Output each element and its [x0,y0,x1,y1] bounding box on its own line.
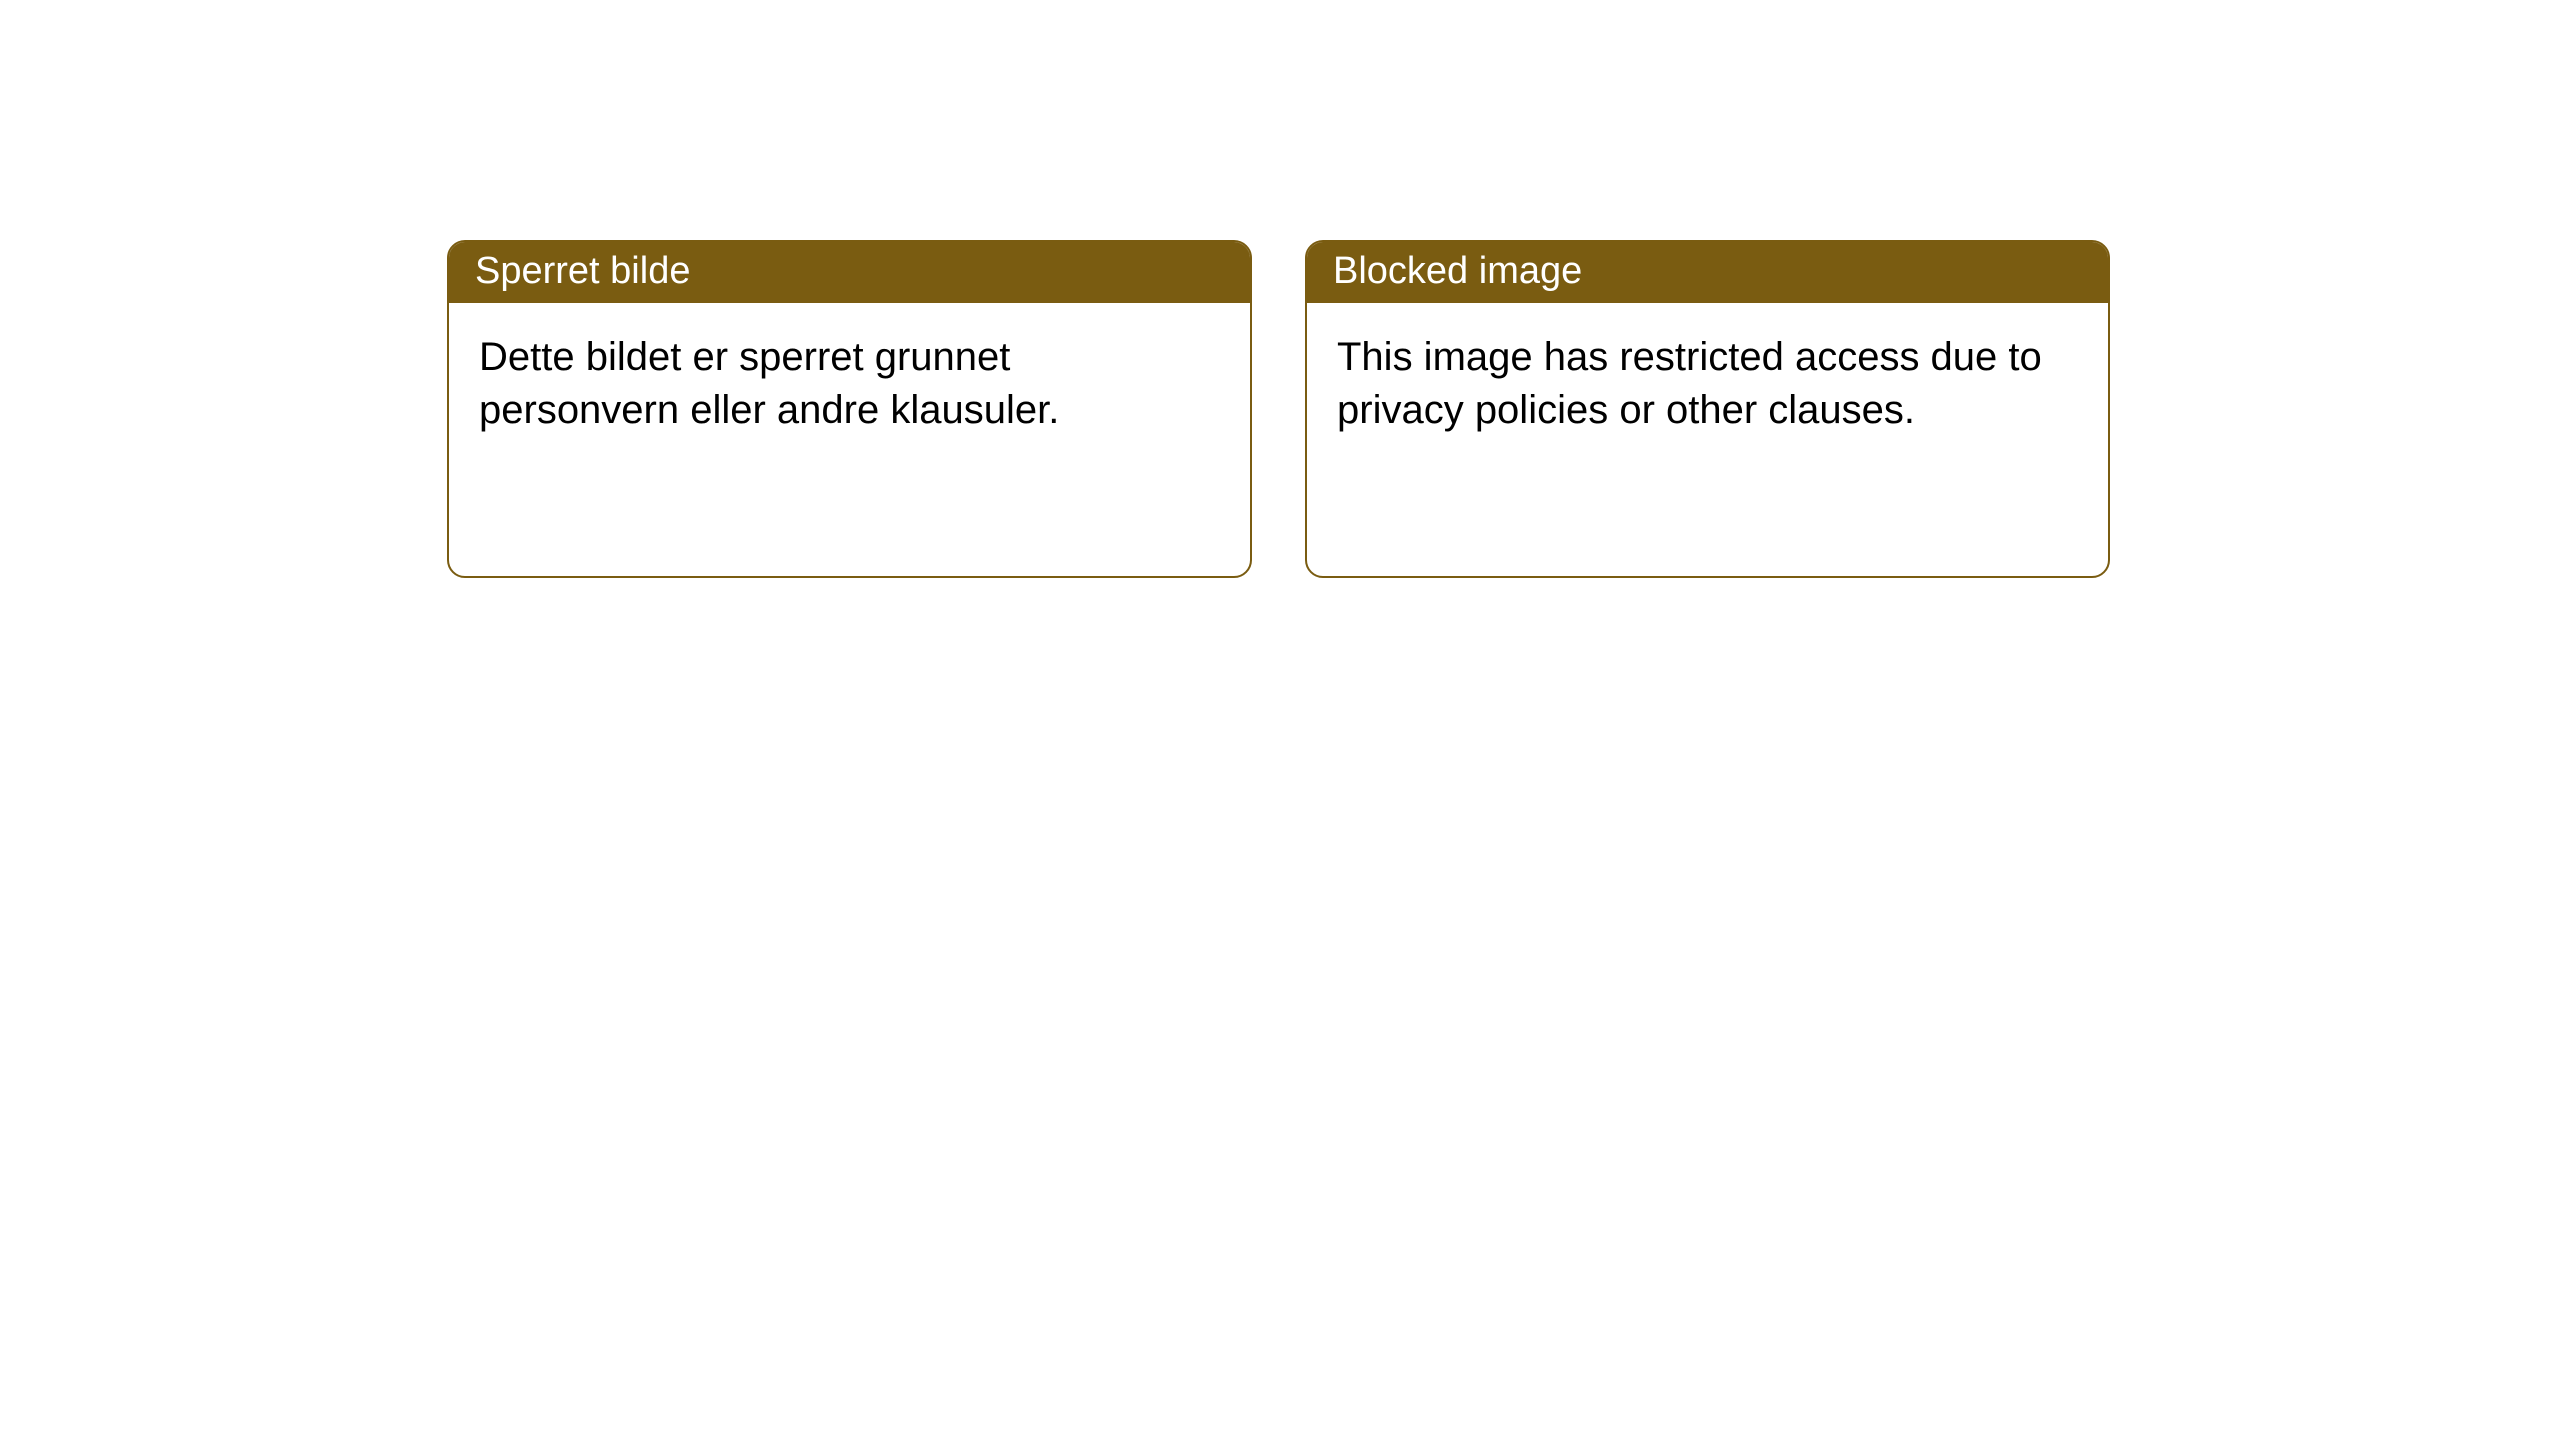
blocked-image-notices: Sperret bilde Dette bildet er sperret gr… [447,240,2110,578]
notice-title-no: Sperret bilde [449,242,1250,303]
notice-body-en: This image has restricted access due to … [1307,303,2108,465]
notice-card-no: Sperret bilde Dette bildet er sperret gr… [447,240,1252,578]
notice-body-no: Dette bildet er sperret grunnet personve… [449,303,1250,465]
notice-title-en: Blocked image [1307,242,2108,303]
notice-card-en: Blocked image This image has restricted … [1305,240,2110,578]
